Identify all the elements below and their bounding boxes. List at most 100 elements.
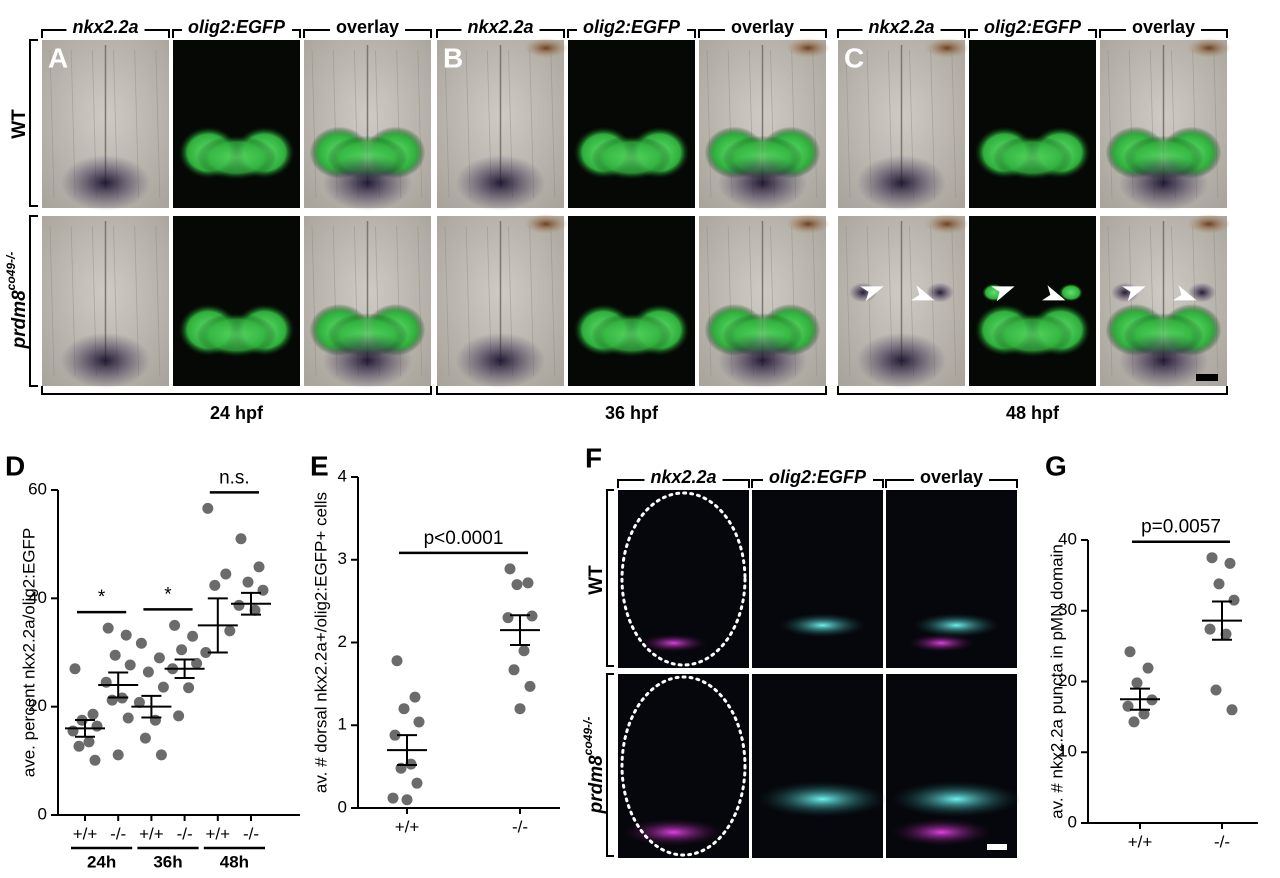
- y-tick-label: 60: [28, 479, 47, 498]
- data-point: [1228, 594, 1240, 606]
- micrograph-bg: [568, 40, 695, 208]
- data-point: [220, 568, 232, 580]
- nkx-signal: [455, 154, 546, 211]
- data-point: [514, 703, 526, 715]
- fluorescence-image: [618, 490, 749, 668]
- y-tick-label: 0: [338, 797, 347, 816]
- data-point: [398, 703, 410, 715]
- column-header: olig2:EGFP: [984, 17, 1082, 37]
- egfp: [591, 135, 672, 180]
- data-point: [508, 664, 520, 676]
- header-gap: [913, 477, 990, 483]
- micrograph: [42, 216, 169, 389]
- egfp: [1059, 283, 1083, 302]
- tissue-line: [417, 49, 423, 199]
- olig2-signal: [779, 613, 866, 638]
- data-point: [502, 612, 514, 624]
- micrograph-bg: [173, 216, 300, 386]
- tissue-line: [1213, 49, 1219, 199]
- data-point: [100, 676, 112, 688]
- error-bar: [108, 671, 129, 699]
- data-point: [257, 584, 269, 596]
- y-tick-label: 0: [38, 804, 47, 823]
- domain-outline: [620, 675, 747, 857]
- micrograph: [304, 40, 431, 211]
- row-bracket: [606, 489, 614, 667]
- data-point: [1210, 684, 1222, 696]
- error-bar: [397, 734, 417, 766]
- micrograph: [838, 38, 969, 211]
- error-bar: [510, 614, 530, 646]
- image-bg: [752, 490, 883, 668]
- micrograph-bg: [969, 40, 1096, 208]
- tissue-line: [845, 49, 851, 199]
- header-gap: [66, 27, 145, 33]
- data-point: [1226, 704, 1238, 716]
- micrograph: [173, 40, 300, 208]
- panel-letter: D: [5, 450, 25, 481]
- y-tick-label: 4: [338, 466, 347, 485]
- data-point: [139, 732, 151, 744]
- tissue-line: [550, 225, 556, 377]
- tissue-line: [1107, 225, 1113, 377]
- micrograph: [568, 216, 695, 386]
- nkx-signal: [717, 154, 808, 211]
- y-axis-label: ave. percent nkx2.2a/olig2:EGFP: [19, 528, 38, 777]
- data-point: [518, 645, 530, 657]
- column-header: overlay: [336, 17, 399, 37]
- data-point: [191, 657, 203, 669]
- tissue-line: [550, 49, 556, 199]
- panel-letter: G: [1045, 450, 1067, 481]
- column-header: nkx2.2a: [72, 17, 138, 37]
- column-header: nkx2.2a: [467, 17, 533, 37]
- data-point: [120, 629, 132, 641]
- error-bar: [141, 694, 162, 719]
- data-point: [202, 502, 214, 514]
- data-point: [87, 708, 99, 720]
- tissue-line: [812, 225, 818, 377]
- tissue-line: [311, 49, 317, 199]
- tissue-line: [417, 225, 423, 377]
- error-bar: [75, 718, 95, 738]
- pigment: [786, 38, 830, 58]
- significance-label: p<0.0001: [424, 528, 504, 549]
- error-bar: [1212, 600, 1232, 641]
- column-header: overlay: [1132, 17, 1195, 37]
- x-tick-label: +/+: [206, 824, 231, 843]
- row-label-text: WT: [586, 565, 607, 595]
- scale-bar: [1196, 374, 1218, 381]
- image-bg: [752, 674, 883, 858]
- data-point: [1213, 578, 1225, 590]
- olig2-signal: [757, 781, 888, 818]
- row-label-sup: co49-/-: [581, 717, 595, 756]
- error-bar: [174, 658, 195, 679]
- data-point: [124, 659, 136, 671]
- olig2-signal: [891, 781, 1022, 818]
- egfp: [196, 135, 277, 180]
- x-tick-label: -/-: [512, 817, 528, 836]
- data-point: [112, 749, 124, 761]
- column-header: overlay: [731, 17, 794, 37]
- data-point: [409, 691, 421, 703]
- fluorescence-image: [886, 490, 1017, 668]
- tissue-line: [444, 49, 450, 199]
- tissue-line: [311, 225, 317, 377]
- x-tick-label: -/-: [110, 824, 126, 843]
- data-point: [249, 604, 261, 616]
- scale-bar: [987, 844, 1007, 850]
- egfp: [992, 135, 1073, 180]
- data-point: [176, 644, 188, 656]
- data-point: [522, 577, 534, 589]
- row-label: prdm8co49-/-: [581, 717, 607, 815]
- tissue-line: [155, 225, 161, 377]
- micrograph: [969, 216, 1096, 386]
- micrograph: [1100, 214, 1231, 389]
- row-label: WT: [9, 109, 30, 139]
- y-tick-label: 20: [28, 696, 47, 715]
- data-point: [1138, 708, 1150, 720]
- row-bracket: [29, 39, 38, 207]
- egfp: [591, 313, 672, 357]
- nkx-signal: [322, 332, 413, 389]
- micrograph-bg: [173, 40, 300, 208]
